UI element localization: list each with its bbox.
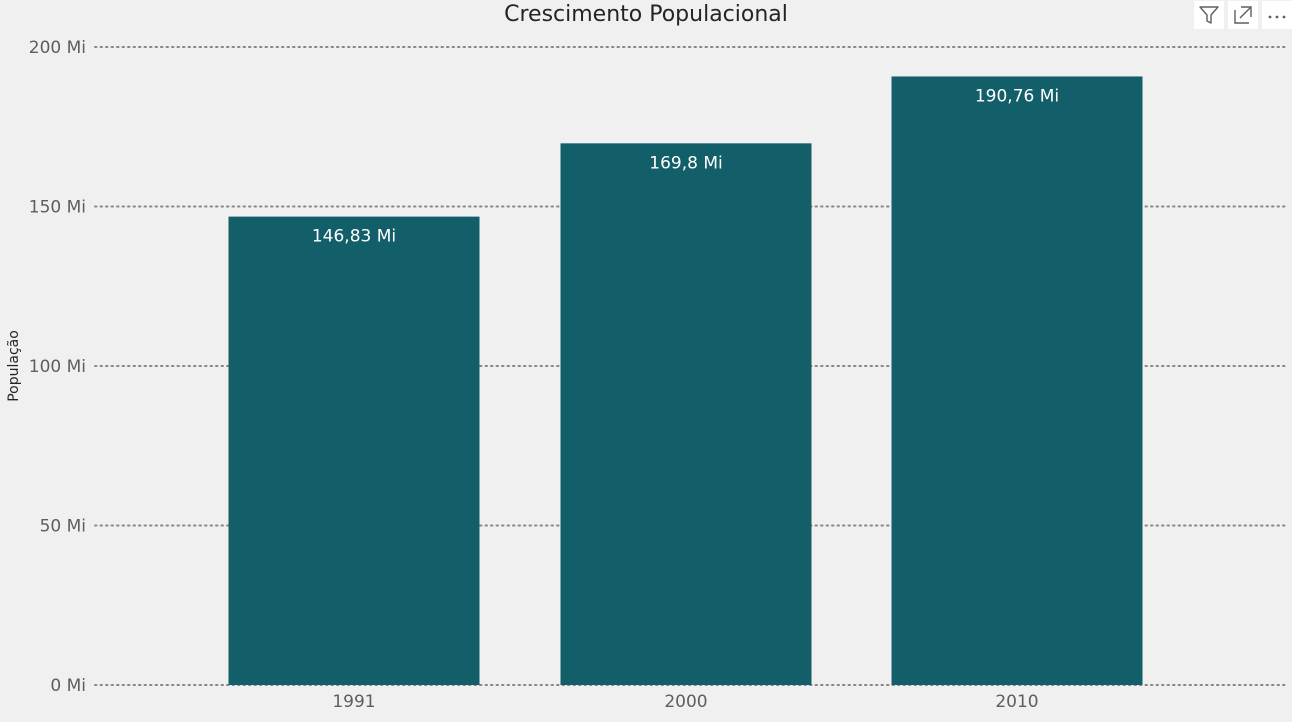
bar[interactable] xyxy=(560,143,812,685)
data-label: 190,76 Mi xyxy=(975,86,1059,106)
visual-header-toolbar xyxy=(1194,0,1292,30)
x-tick-label: 2010 xyxy=(995,692,1038,712)
x-tick-label: 1991 xyxy=(332,692,375,712)
y-tick-label: 100 Mi xyxy=(29,357,86,377)
filter-icon[interactable] xyxy=(1194,1,1224,29)
y-tick-label: 150 Mi xyxy=(29,198,86,218)
bar[interactable] xyxy=(891,76,1143,686)
y-tick-label: 50 Mi xyxy=(40,517,86,537)
focus-mode-icon[interactable] xyxy=(1228,1,1258,29)
bar-group[interactable]: 190,76 Mi xyxy=(891,76,1143,686)
x-tick-label: 2000 xyxy=(664,692,707,712)
bar[interactable] xyxy=(228,216,480,685)
data-label: 146,83 Mi xyxy=(312,227,396,247)
chart-title: Crescimento Populacional xyxy=(504,2,788,27)
y-tick-label: 0 Mi xyxy=(50,676,86,696)
bar-group[interactable]: 169,8 Mi xyxy=(560,143,812,685)
more-options-icon[interactable] xyxy=(1262,1,1292,29)
bar-group[interactable]: 146,83 Mi xyxy=(228,216,480,685)
y-tick-label: 200 Mi xyxy=(29,38,86,58)
data-label: 169,8 Mi xyxy=(649,153,722,173)
